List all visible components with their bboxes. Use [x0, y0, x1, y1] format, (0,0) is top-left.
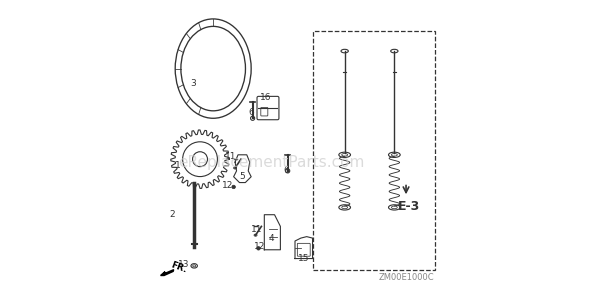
Text: 16: 16: [260, 93, 271, 102]
Text: 12: 12: [222, 181, 234, 190]
Text: 13: 13: [178, 260, 190, 269]
Text: 6: 6: [283, 166, 289, 176]
Text: 1: 1: [175, 160, 181, 170]
Text: E-3: E-3: [398, 200, 420, 213]
Text: eReplacementParts.com: eReplacementParts.com: [178, 155, 365, 170]
Text: 4: 4: [269, 234, 274, 242]
Text: 2: 2: [169, 210, 175, 219]
Text: 15: 15: [298, 254, 310, 263]
Text: 11: 11: [225, 152, 237, 161]
Polygon shape: [160, 270, 173, 276]
Circle shape: [257, 247, 260, 250]
Text: FR.: FR.: [169, 260, 188, 275]
Text: 6: 6: [248, 108, 254, 117]
Text: 12: 12: [254, 242, 266, 251]
Text: 3: 3: [190, 79, 196, 88]
Text: 11: 11: [251, 225, 263, 234]
Circle shape: [232, 185, 235, 189]
Text: ZM00E1000C: ZM00E1000C: [378, 273, 434, 282]
Text: 5: 5: [240, 172, 245, 181]
